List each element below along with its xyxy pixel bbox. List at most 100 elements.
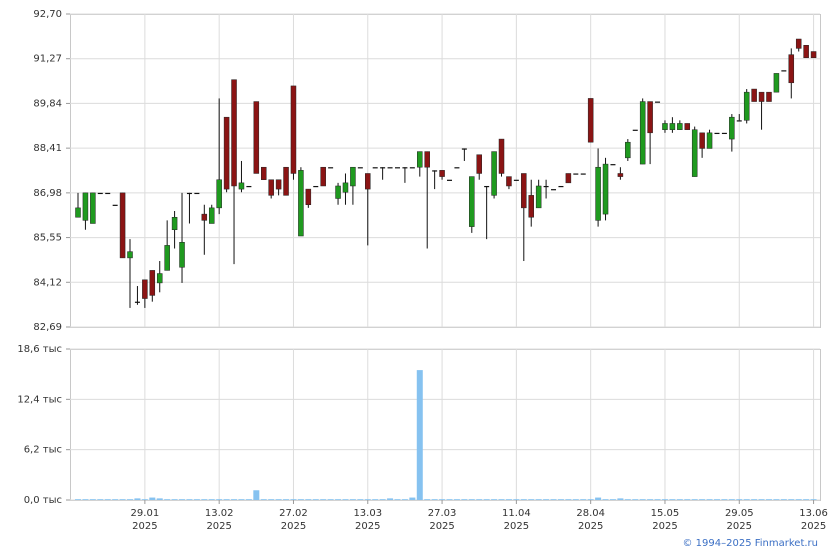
- volume-bar: [275, 499, 282, 500]
- volume-bar: [713, 499, 720, 500]
- candle-body: [105, 192, 111, 195]
- candle-body: [551, 189, 557, 191]
- candle-body: [335, 185, 341, 199]
- volume-bar: [803, 499, 810, 500]
- x-tick-label: 28.04: [576, 508, 605, 519]
- candle-body: [238, 182, 245, 190]
- x-tick-label: 13.03: [353, 508, 382, 519]
- candle-body: [75, 207, 81, 218]
- candle-body: [90, 192, 96, 224]
- candle-body: [714, 132, 720, 135]
- candle-body: [298, 170, 304, 237]
- x-tick-label: 2025: [132, 521, 157, 532]
- volume-bar: [639, 499, 646, 500]
- candle-body: [617, 173, 624, 177]
- candle-body: [261, 166, 267, 180]
- candle-body: [134, 301, 140, 303]
- volume-bar: [75, 499, 81, 500]
- candle-body: [706, 132, 713, 149]
- y-tick-label: 82,69: [33, 322, 62, 333]
- candle-body: [447, 179, 452, 181]
- volume-bar: [164, 499, 171, 500]
- candle-body: [469, 176, 475, 227]
- price-frame: [70, 14, 821, 328]
- candle-body: [655, 101, 661, 103]
- volume-bar: [349, 499, 356, 500]
- candle-body: [773, 73, 780, 93]
- candle-body: [82, 192, 89, 221]
- volume-bar: [468, 499, 475, 500]
- x-tick-label: 15.05: [651, 508, 680, 519]
- candle-body: [677, 123, 683, 130]
- volume-bar: [253, 490, 260, 500]
- volume-bar: [149, 497, 156, 500]
- volume-bar: [483, 499, 490, 500]
- candle-body: [417, 151, 423, 168]
- candle-body: [491, 151, 497, 196]
- volume-bar: [557, 499, 564, 500]
- y-tick-label: 91,27: [33, 54, 62, 65]
- volume-bar: [691, 499, 698, 500]
- candle-body: [283, 166, 289, 196]
- volume-bar: [394, 499, 401, 500]
- candle-body: [639, 101, 646, 165]
- candle-body: [439, 170, 445, 177]
- candle-body: [610, 164, 616, 166]
- candle-body: [201, 213, 208, 221]
- candle-body: [743, 91, 750, 121]
- candle-body: [275, 179, 282, 190]
- volume-bar: [632, 499, 639, 500]
- candle-body: [246, 185, 252, 188]
- candle-body: [595, 166, 601, 221]
- y-tick-label: 88,41: [33, 143, 62, 154]
- x-tick-label: 11.04: [502, 508, 531, 519]
- volume-bar: [654, 499, 661, 500]
- candle-body: [424, 151, 430, 168]
- volume-bar: [684, 499, 691, 500]
- candle-body: [669, 123, 676, 130]
- candle-body: [402, 167, 408, 169]
- volume-frame: [70, 349, 821, 501]
- x-tick-label: 2025: [429, 521, 454, 532]
- candle-body: [521, 173, 527, 209]
- y-tick-label: 84,12: [33, 277, 62, 288]
- candle-body: [149, 270, 156, 296]
- candle-body: [528, 195, 534, 218]
- volume-bar: [491, 499, 498, 500]
- candle-body: [758, 91, 765, 102]
- volume-bar: [260, 499, 267, 500]
- volume-bar: [119, 499, 126, 500]
- volume-bar: [127, 499, 134, 500]
- volume-bar: [431, 499, 438, 500]
- volume-bar: [580, 499, 587, 500]
- candle-body: [305, 188, 312, 205]
- candle-body: [127, 251, 133, 259]
- candle-body: [484, 185, 490, 188]
- candle-body: [223, 116, 230, 190]
- candle-body: [699, 132, 705, 149]
- candle-body: [97, 192, 103, 195]
- volume-bar: [357, 499, 364, 500]
- volume-bar: [550, 499, 557, 500]
- volume-bar: [268, 499, 275, 500]
- candle-body: [684, 123, 691, 130]
- volume-bar: [112, 499, 119, 500]
- x-tick-label: 2025: [281, 521, 306, 532]
- volume-bar: [231, 499, 238, 500]
- candle-body: [788, 54, 795, 84]
- volume-bar: [372, 499, 379, 500]
- candle-body: [691, 129, 698, 177]
- volume-bar: [751, 499, 758, 500]
- y-tick-label: 0,0 тыс: [24, 495, 62, 506]
- candle-body: [164, 245, 170, 271]
- volume-bar: [104, 499, 111, 500]
- volume-bar: [743, 499, 750, 500]
- volume-bar: [223, 499, 230, 500]
- candle-body: [365, 173, 371, 190]
- x-tick-label: 27.02: [279, 508, 308, 519]
- x-tick-label: 2025: [206, 521, 231, 532]
- volume-bar: [736, 499, 743, 500]
- volume-bar: [320, 499, 327, 500]
- volume-bar: [297, 499, 304, 500]
- volume-bar: [216, 499, 223, 500]
